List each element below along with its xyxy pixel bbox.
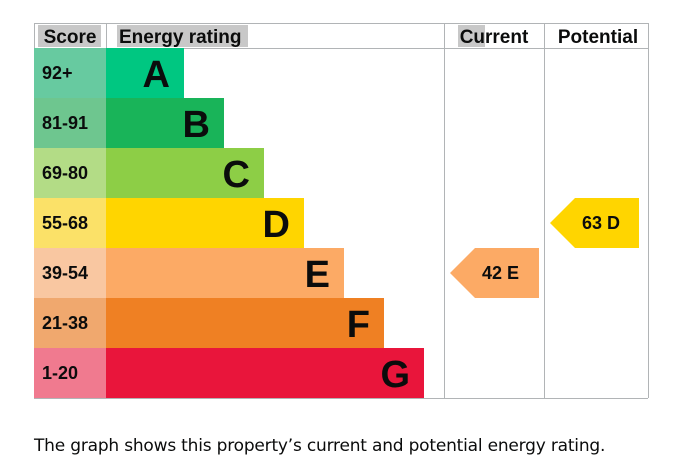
rating-bar-f xyxy=(106,298,384,348)
score-label-b: 81-91 xyxy=(42,113,88,133)
score-cell-e xyxy=(34,248,106,298)
current-header: Current xyxy=(460,27,529,48)
rating-bands: 92+ A 81-91 B 69-80 C 55-68 D 39-54 E 21-38 F 1-20 G xyxy=(34,48,424,398)
score-header: Score xyxy=(44,27,97,48)
score-cell-c xyxy=(34,148,106,198)
rating-letter-g: G xyxy=(380,354,410,396)
rating-letter-b: B xyxy=(183,104,210,146)
potential-rating-label: 63 D xyxy=(582,213,620,233)
energy-rating-chart: Score Energy rating Current Potential 92… xyxy=(34,23,649,399)
score-label-d: 55-68 xyxy=(42,213,88,233)
current-rating-label: 42 E xyxy=(482,263,519,283)
score-label-a: 92+ xyxy=(42,63,73,83)
rating-letter-c: C xyxy=(223,154,250,196)
score-cell-d xyxy=(34,198,106,248)
score-cell-a xyxy=(34,48,106,98)
score-cell-b xyxy=(34,98,106,148)
current-rating-arrow xyxy=(450,248,539,298)
score-label-f: 21-38 xyxy=(42,313,88,333)
rating-header-highlight xyxy=(117,25,248,47)
potential-rating-arrow xyxy=(550,198,639,248)
score-cell-f xyxy=(34,298,106,348)
score-header-highlight xyxy=(38,25,101,47)
rating-letter-d: D xyxy=(263,204,290,246)
current-header-highlight xyxy=(458,25,485,47)
rating-bar-a xyxy=(106,48,184,98)
score-label-e: 39-54 xyxy=(42,263,88,283)
chart-caption: The graph shows this property’s current … xyxy=(34,436,606,456)
rating-bar-b xyxy=(106,98,224,148)
chart-headers: Score Energy rating Current Potential xyxy=(38,25,638,48)
score-label-g: 1-20 xyxy=(42,363,78,383)
rating-bar-g xyxy=(106,348,424,398)
rating-letter-e: E xyxy=(305,254,330,296)
rating-bar-e xyxy=(106,248,344,298)
rating-letter-f: F xyxy=(347,304,370,346)
rating-letter-a: A xyxy=(143,54,170,96)
rating-bar-c xyxy=(106,148,264,198)
potential-header: Potential xyxy=(558,27,638,48)
score-label-c: 69-80 xyxy=(42,163,88,183)
rating-markers: 42 E 63 D xyxy=(450,198,639,298)
rating-bar-d xyxy=(106,198,304,248)
rating-header: Energy rating xyxy=(119,27,241,48)
score-cell-g xyxy=(34,348,106,398)
